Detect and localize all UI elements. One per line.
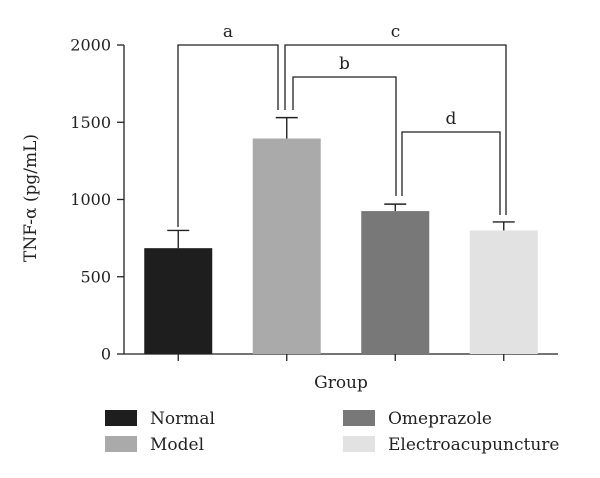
- y-axis-title: TNF-α (pg/mL): [21, 134, 41, 262]
- x-axis-title: Group: [314, 373, 368, 393]
- error-bars: [167, 116, 515, 249]
- axes: 0 500 1000 1500 2000: [70, 36, 558, 364]
- significance-label: c: [391, 22, 401, 42]
- significance-bracket-d: [401, 131, 501, 215]
- bar-model: [252, 138, 321, 354]
- legend-swatch: [343, 410, 375, 426]
- significance-brackets: a b c d: [177, 22, 507, 227]
- bars: [144, 138, 538, 354]
- bar-normal: [144, 248, 213, 354]
- legend-swatch: [343, 436, 375, 452]
- significance-label: b: [339, 54, 350, 74]
- bar-omeprazole: [361, 211, 430, 354]
- y-tick-label: 1500: [70, 113, 111, 132]
- legend: Normal Model Omeprazole Electroacupuncture: [105, 409, 560, 455]
- significance-bracket-b: [292, 76, 397, 196]
- legend-label: Electroacupuncture: [388, 435, 560, 455]
- y-tick-label: 500: [80, 267, 111, 286]
- significance-label: a: [223, 22, 233, 42]
- y-tick-label: 0: [101, 345, 111, 364]
- y-tick-label: 1000: [70, 190, 111, 209]
- significance-bracket-a: [177, 44, 279, 227]
- significance-bracket-c: [284, 44, 507, 215]
- legend-label: Normal: [150, 409, 215, 429]
- bar-electroacupuncture: [469, 230, 538, 354]
- y-tick-label: 2000: [70, 36, 111, 55]
- legend-swatch: [105, 436, 137, 452]
- legend-swatch: [105, 410, 137, 426]
- legend-label: Model: [150, 435, 204, 455]
- legend-label: Omeprazole: [388, 409, 492, 429]
- significance-label: d: [446, 109, 457, 129]
